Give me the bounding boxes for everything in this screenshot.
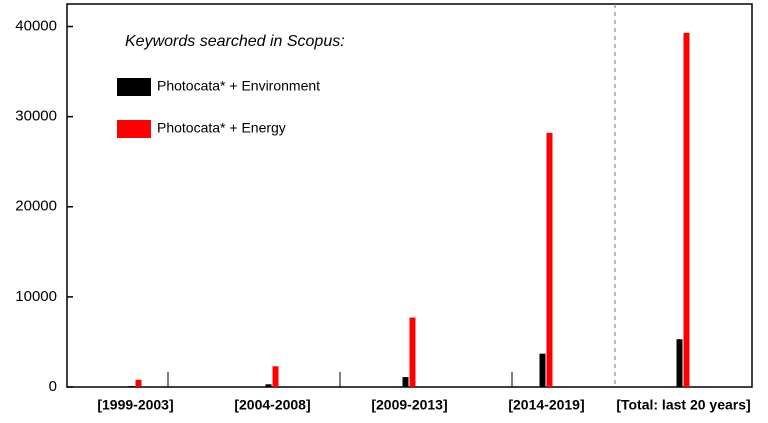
bar [135,379,142,387]
legend-label: Photocata* + Environment [157,78,320,94]
bar [128,386,135,387]
bar [272,366,279,387]
bar [539,353,546,387]
y-tick-label: 30000 [15,108,57,125]
x-tick-label: [Total: last 20 years] [616,397,750,413]
bar [676,339,683,387]
x-tick-label: [2014-2019] [508,397,584,413]
legend-swatch [117,120,151,138]
bar [265,384,272,387]
y-tick-label: 20000 [15,198,57,215]
y-tick-label: 0 [49,378,57,395]
bar [683,32,690,387]
bar [546,132,553,387]
legend-label: Photocata* + Energy [157,120,286,136]
x-tick-label: [2004-2008] [234,397,310,413]
legend-swatch [117,78,151,96]
y-tick-label: 10000 [15,288,57,305]
legend-title: Keywords searched in Scopus: [125,33,345,50]
bar [402,377,409,387]
x-tick-label: [1999-2003] [97,397,173,413]
x-tick-label: [2009-2013] [371,397,447,413]
y-tick-label: 40000 [15,17,57,34]
bar [409,317,416,387]
